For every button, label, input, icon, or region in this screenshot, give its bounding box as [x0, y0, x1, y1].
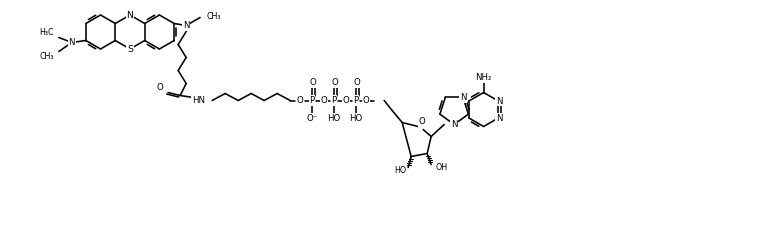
Text: O: O [343, 96, 350, 105]
Text: N: N [496, 96, 503, 105]
Text: N: N [496, 113, 503, 122]
Text: O: O [331, 78, 338, 87]
Text: N: N [183, 21, 190, 30]
Text: O⁻: O⁻ [306, 114, 318, 123]
Text: P: P [354, 96, 359, 105]
Text: O: O [157, 83, 164, 92]
Text: N: N [459, 93, 466, 102]
Text: O: O [363, 96, 370, 105]
Text: O: O [419, 117, 425, 126]
Text: HO: HO [328, 114, 341, 123]
Text: N: N [69, 38, 75, 47]
Text: OH: OH [435, 163, 447, 172]
Text: H₃C: H₃C [40, 28, 54, 37]
Text: CH₃: CH₃ [207, 12, 221, 21]
Text: N: N [126, 10, 133, 19]
Text: N: N [451, 120, 457, 129]
Text: HO: HO [394, 166, 406, 175]
Text: O: O [296, 96, 303, 105]
Text: NH₂: NH₂ [475, 73, 491, 82]
Text: S: S [127, 44, 133, 53]
Text: P: P [309, 96, 315, 105]
Text: O: O [321, 96, 328, 105]
Text: O: O [310, 78, 316, 87]
Text: HO: HO [350, 114, 363, 123]
Text: CH₃: CH₃ [40, 52, 54, 61]
Text: HN: HN [192, 96, 205, 105]
Text: O: O [354, 78, 360, 87]
Text: P: P [331, 96, 337, 105]
